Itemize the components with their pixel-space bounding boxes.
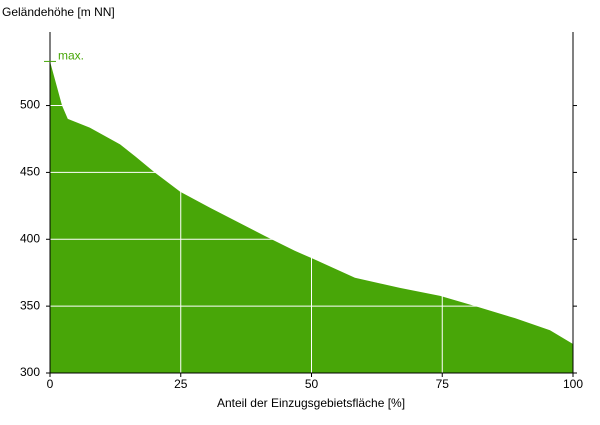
x-tick-label: 50	[305, 377, 319, 391]
y-tick-label: 350	[20, 298, 40, 312]
y-tick-label: 450	[20, 165, 40, 179]
x-tick-label: 0	[47, 377, 54, 391]
annotation: max.	[58, 49, 84, 63]
x-tick-label: 75	[436, 377, 450, 391]
y-tick-label: 500	[20, 98, 40, 112]
y-tick-label: 300	[20, 365, 40, 379]
x-tick-label: 100	[563, 377, 583, 391]
y-tick-label: 400	[20, 231, 40, 245]
x-axis-label: Anteil der Einzugsgebietsfläche [%]	[217, 396, 405, 410]
x-tick-label: 25	[174, 377, 188, 391]
y-axis-label: Geländehöhe [m NN]	[2, 5, 115, 19]
